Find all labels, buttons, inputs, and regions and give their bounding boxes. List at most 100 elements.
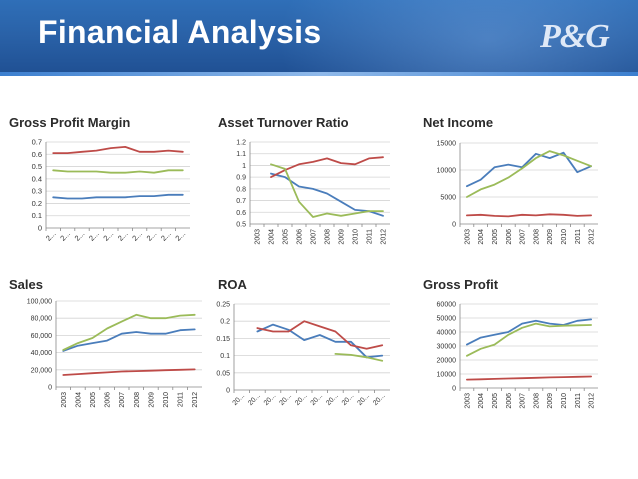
series-line-red [256,320,384,350]
series-line-green [52,169,184,174]
chart-gross-profit: 0 10000 20000 30000 40000 50000 60000 2003 2004 2… [437,302,598,409]
x-tick-label: 2009 [339,229,346,245]
x-tick-label: 2004 [478,229,485,245]
y-tick-label: 0.6 [32,150,42,159]
x-tick-label: 2011 [575,229,582,244]
y-tick-label: 0.2 [32,199,42,208]
y-tick-label: 1 [242,163,246,170]
y-tick-label: 20,000 [31,367,53,374]
x-tick-label: 2006 [297,229,304,245]
y-tick-label: 0.15 [216,336,230,343]
x-tick-label: 2012 [589,229,596,245]
series-line-green [334,353,384,362]
x-tick-label: 2... [159,229,173,243]
x-tick-label: 2... [145,229,159,243]
chart-title-gross-profit: Gross Profit [423,277,499,292]
y-tick-label: 5000 [440,195,456,202]
x-tick-label: 2... [116,229,130,243]
x-tick-label: 2010 [561,229,568,245]
x-tick-label: 2... [44,229,58,243]
chart-title-sales: Sales [9,277,43,292]
series-line-blue [62,328,196,352]
series-line-red [52,146,184,154]
y-tick-label: 40000 [437,330,457,337]
y-tick-label: 0.2 [220,319,230,326]
y-tick-label: 0.6 [236,210,246,217]
y-tick-label: 0.8 [236,186,246,193]
x-tick-label: 2011 [178,392,185,407]
x-tick-label: 2007 [119,392,126,408]
y-tick-label: 0.3 [32,187,42,196]
x-tick-label: 2... [130,229,144,243]
y-tick-label: 0.7 [32,138,42,147]
x-tick-label: 20... [263,392,278,407]
x-tick-label: 20... [294,392,309,407]
y-tick-label: 1.1 [236,151,246,158]
x-tick-label: 2009 [547,393,554,409]
x-tick-label: 2010 [353,229,360,245]
y-tick-label: 0 [452,386,456,393]
x-tick-label: 2009 [547,229,554,245]
x-tick-label: 2006 [506,229,513,245]
x-tick-label: 20... [278,392,293,407]
chart-title-gross-profit-margin: Gross Profit Margin [9,115,131,130]
x-tick-label: 20... [372,392,387,407]
x-tick-label: 2004 [75,392,82,408]
x-tick-label: 2009 [148,392,155,408]
y-tick-label: 0 [452,222,456,229]
y-tick-label: 100,000 [27,299,52,306]
x-tick-label: 2008 [533,229,540,245]
y-tick-label: 1.2 [236,140,246,147]
series-line-red [466,213,592,218]
series-line-blue [270,172,384,217]
x-tick-label: 20... [310,392,325,407]
y-tick-label: 50000 [437,316,457,323]
x-tick-label: 2... [73,229,87,243]
x-tick-label: 2005 [90,392,97,408]
page-title: Financial Analysis [38,14,322,50]
x-tick-label: 20... [247,392,262,407]
y-tick-label: 10000 [437,372,457,379]
y-tick-label: 0.05 [216,370,230,377]
y-tick-label: 0.7 [236,198,246,205]
x-tick-label: 2006 [506,393,513,409]
y-tick-label: 0.9 [236,175,246,182]
y-tick-label: 0.5 [32,162,42,171]
series-line-blue [52,193,184,200]
x-tick-label: 20... [341,392,356,407]
x-tick-label: 2006 [105,392,112,408]
x-tick-label: 2... [173,229,187,243]
series-line-green [466,322,592,357]
pg-logo: P&G [540,18,610,55]
x-tick-label: 2003 [61,392,68,408]
series-line-red [270,156,384,178]
x-tick-label: 2005 [492,229,499,245]
x-tick-label: 2008 [533,393,540,409]
chart-sales: 0 20,000 40,000 60,000 80,000 100,000 2003 2004… [27,299,202,408]
x-tick-label: 2004 [478,393,485,409]
chart-title-roa: ROA [218,277,247,292]
y-tick-label: 0 [226,388,230,395]
x-tick-label: 2012 [381,229,388,245]
x-tick-label: 2007 [520,229,527,245]
y-tick-label: 30000 [437,344,457,351]
x-tick-label: 2... [58,229,72,243]
x-tick-label: 20... [325,392,340,407]
series-line-blue [466,318,592,346]
y-tick-label: 0.1 [32,211,42,220]
title-banner: Financial Analysis P&G [0,0,638,76]
x-tick-label: 2004 [269,229,276,245]
y-tick-label: 10000 [437,168,457,175]
x-tick-label: 2010 [561,393,568,409]
x-tick-label: 20... [232,392,247,407]
series-line-blue [466,151,592,188]
x-tick-label: 2011 [575,393,582,408]
series-line-blue [256,323,384,359]
y-tick-label: 60000 [437,302,457,309]
series-line-green [466,150,592,198]
y-tick-label: 0.25 [216,302,230,309]
x-tick-label: 2003 [255,229,262,245]
x-tick-label: 20... [356,392,371,407]
y-tick-label: 60,000 [31,333,53,340]
